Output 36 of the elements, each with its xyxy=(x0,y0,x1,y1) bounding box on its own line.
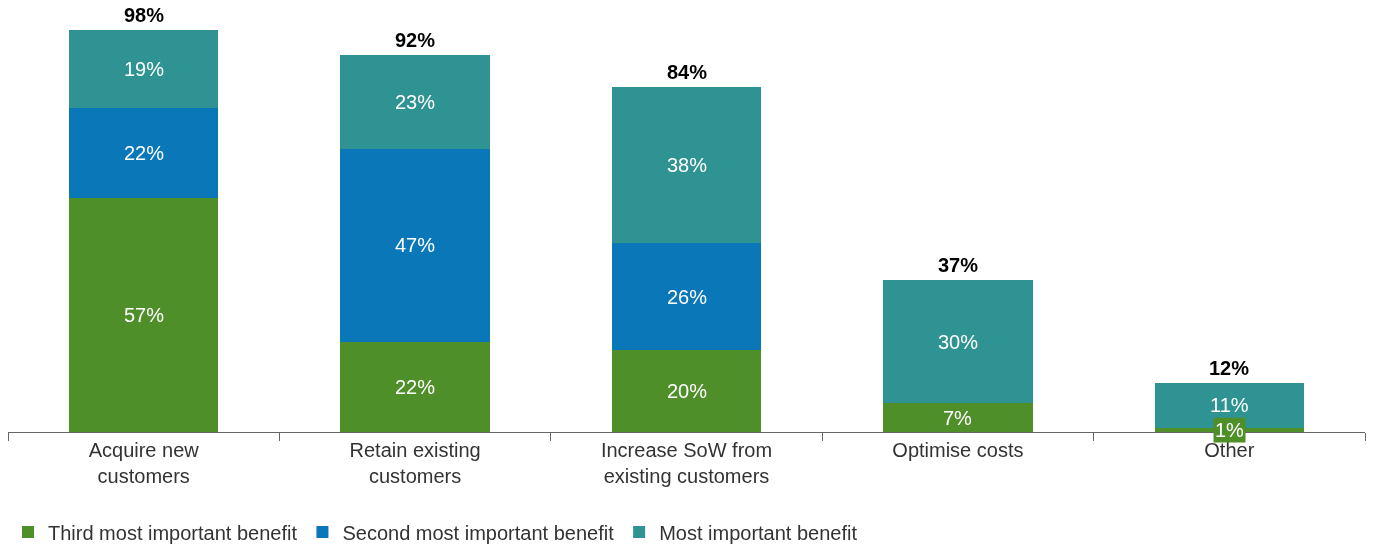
data-label: 11% xyxy=(1210,394,1249,416)
data-label: 23% xyxy=(395,91,436,113)
bar xyxy=(69,107,219,199)
data-label: 26% xyxy=(667,286,708,308)
data-label: 7% xyxy=(943,407,973,429)
legend-label: Most important benefit xyxy=(659,521,858,544)
bar xyxy=(611,349,762,432)
data-label: 47% xyxy=(395,234,436,256)
data-label: 30% xyxy=(938,331,979,353)
x-tick-label: Optimise costs xyxy=(892,439,1024,461)
data-label: 20% xyxy=(667,380,708,402)
legend-label: Third most important benefit xyxy=(48,521,298,544)
bar xyxy=(340,148,490,342)
x-tick-label: Acquire new customers xyxy=(88,439,200,487)
bar xyxy=(340,54,490,149)
x-tick-label: Other xyxy=(1204,439,1255,461)
bar xyxy=(69,198,219,432)
bar xyxy=(340,341,490,432)
legend-label: Second most important benefit xyxy=(342,521,615,544)
total-label: 92% xyxy=(395,29,436,51)
total-label: 12% xyxy=(1209,357,1250,379)
x-tick-label: Increase SoW from existing customers xyxy=(600,439,773,487)
x-tick-label: Retain existing customers xyxy=(349,439,481,487)
bar xyxy=(611,87,762,244)
data-label: 22% xyxy=(395,376,436,398)
bar xyxy=(69,30,219,108)
bar xyxy=(611,243,762,350)
data-label: 38% xyxy=(667,154,708,176)
total-label: 37% xyxy=(938,254,979,276)
data-label: 19% xyxy=(124,58,165,80)
total-label: 84% xyxy=(667,61,708,83)
data-label: 22% xyxy=(124,142,165,164)
data-label: 1% xyxy=(1215,419,1245,441)
total-label: 98% xyxy=(124,4,165,26)
bar xyxy=(883,280,1033,404)
data-label: 57% xyxy=(124,304,165,326)
